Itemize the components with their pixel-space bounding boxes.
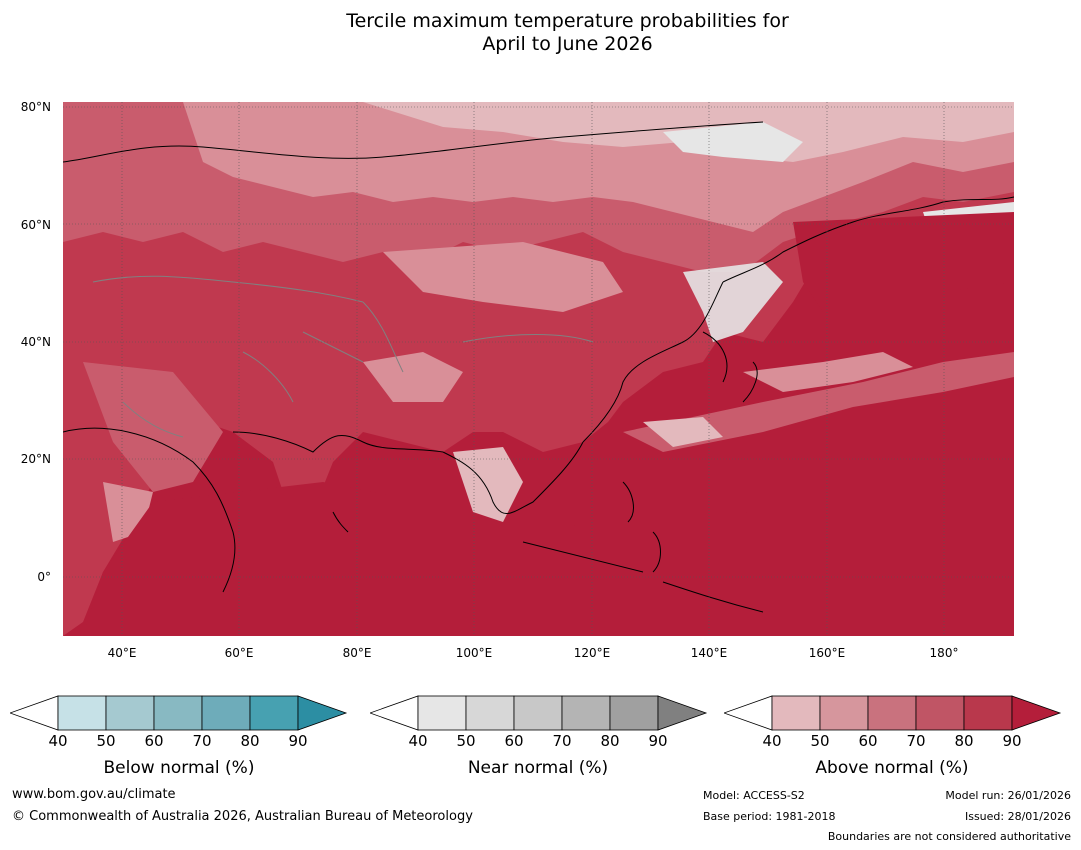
- colorbar-near-label: Near normal (%): [467, 758, 609, 778]
- colorbar-below-swatches: [10, 695, 348, 731]
- above-tick: 40: [762, 732, 782, 750]
- coastlines: [63, 121, 1014, 613]
- near-tick: 80: [600, 732, 620, 750]
- swatch-below-2: [105, 695, 155, 731]
- map-title: Tercile maximum temperature probabilitie…: [0, 10, 1081, 56]
- below-tick: 70: [192, 732, 212, 750]
- swatch-above-4: [915, 695, 965, 731]
- issued-date: Issued: 28/01/2026: [964, 810, 1071, 823]
- swatch-near-2: [465, 695, 515, 731]
- swatch-below-1: [57, 695, 107, 731]
- swatch-above-2: [819, 695, 869, 731]
- below-tick: 40: [48, 732, 68, 750]
- japan-neutral: [683, 262, 783, 342]
- lon-label-100e: 100°E: [455, 646, 493, 660]
- near-tick: 90: [648, 732, 668, 750]
- swatch-below-6: [297, 695, 348, 731]
- swatch-below-0: [10, 695, 59, 731]
- colorbar-above-label: Above normal (%): [815, 758, 969, 778]
- above-tick: 70: [906, 732, 926, 750]
- colorbar-below-label: Below normal (%): [103, 758, 255, 778]
- lon-label-60e: 60°E: [224, 646, 254, 660]
- below-tick: 50: [96, 732, 116, 750]
- arabia-medium: [83, 362, 223, 492]
- above-tick: 50: [810, 732, 830, 750]
- below-tick: 80: [240, 732, 260, 750]
- above-tick: 90: [1002, 732, 1022, 750]
- country-borders: [92, 275, 594, 438]
- lon-label-120e: 120°E: [573, 646, 611, 660]
- model-name: Model: ACCESS-S2: [703, 789, 805, 802]
- pacific-streak-3: [643, 417, 723, 447]
- swatch-above-3: [867, 695, 917, 731]
- swatch-near-1: [417, 695, 467, 731]
- below-tick: 60: [144, 732, 164, 750]
- bom-url[interactable]: www.bom.gov.au/climate: [12, 787, 176, 802]
- lat-label-80n: 80°N: [20, 100, 51, 114]
- map-canvas: [63, 102, 1014, 636]
- lat-label-40n: 40°N: [20, 335, 51, 349]
- swatch-below-5: [249, 695, 299, 731]
- near-tick: 50: [456, 732, 476, 750]
- swatch-near-6: [657, 695, 708, 731]
- swatch-near-4: [561, 695, 611, 731]
- lat-label-60n: 60°N: [20, 218, 51, 232]
- swatch-near-3: [513, 695, 563, 731]
- lat-label-20n: 20°N: [20, 452, 51, 466]
- pacific-north: [793, 212, 1014, 312]
- copyright-notice: © Commonwealth of Australia 2026, Austra…: [12, 809, 473, 824]
- mongolia-light: [383, 242, 623, 312]
- lon-label-40e: 40°E: [107, 646, 137, 660]
- swatch-above-1: [771, 695, 821, 731]
- lon-label-180: 180°: [929, 646, 959, 660]
- swatch-above-6: [1011, 695, 1062, 731]
- title-line-1: Tercile maximum temperature probabilitie…: [346, 10, 789, 32]
- base-period: Base period: 1981-2018: [703, 810, 836, 823]
- swatch-above-5: [963, 695, 1013, 731]
- swatch-below-4: [201, 695, 251, 731]
- pacific-streak-1: [623, 352, 1014, 452]
- colorbar-near-swatches: [370, 695, 708, 731]
- swatch-near-5: [609, 695, 659, 731]
- near-tick: 70: [552, 732, 572, 750]
- indian-ocean: [83, 482, 1014, 636]
- colorbar-below: [10, 695, 348, 733]
- model-run-date: Model run: 26/01/2026: [945, 789, 1071, 802]
- indochina-pale: [453, 447, 523, 522]
- lon-label-80e: 80°E: [342, 646, 372, 660]
- boundaries-disclaimer: Boundaries are not considered authoritat…: [827, 830, 1071, 843]
- probability-map: [63, 102, 1014, 636]
- colorbar-near: [370, 695, 708, 733]
- pacific-streak-2: [743, 352, 913, 392]
- east-siberia-neutral: [663, 122, 803, 162]
- swatch-above-0: [724, 695, 773, 731]
- tibet-light: [363, 352, 463, 402]
- near-tick: 40: [408, 732, 428, 750]
- lat-label-0: 0°: [37, 570, 51, 584]
- near-tick: 60: [504, 732, 524, 750]
- above-tick: 60: [858, 732, 878, 750]
- lon-label-160e: 160°E: [808, 646, 846, 660]
- lon-label-140e: 140°E: [690, 646, 728, 660]
- graticule: [63, 102, 1014, 636]
- swatch-below-3: [153, 695, 203, 731]
- swatch-near-0: [370, 695, 419, 731]
- colorbar-above-swatches: [724, 695, 1062, 731]
- title-line-2: April to June 2026: [482, 33, 653, 55]
- below-tick: 90: [288, 732, 308, 750]
- colorbar-above: [724, 695, 1062, 733]
- above-tick: 80: [954, 732, 974, 750]
